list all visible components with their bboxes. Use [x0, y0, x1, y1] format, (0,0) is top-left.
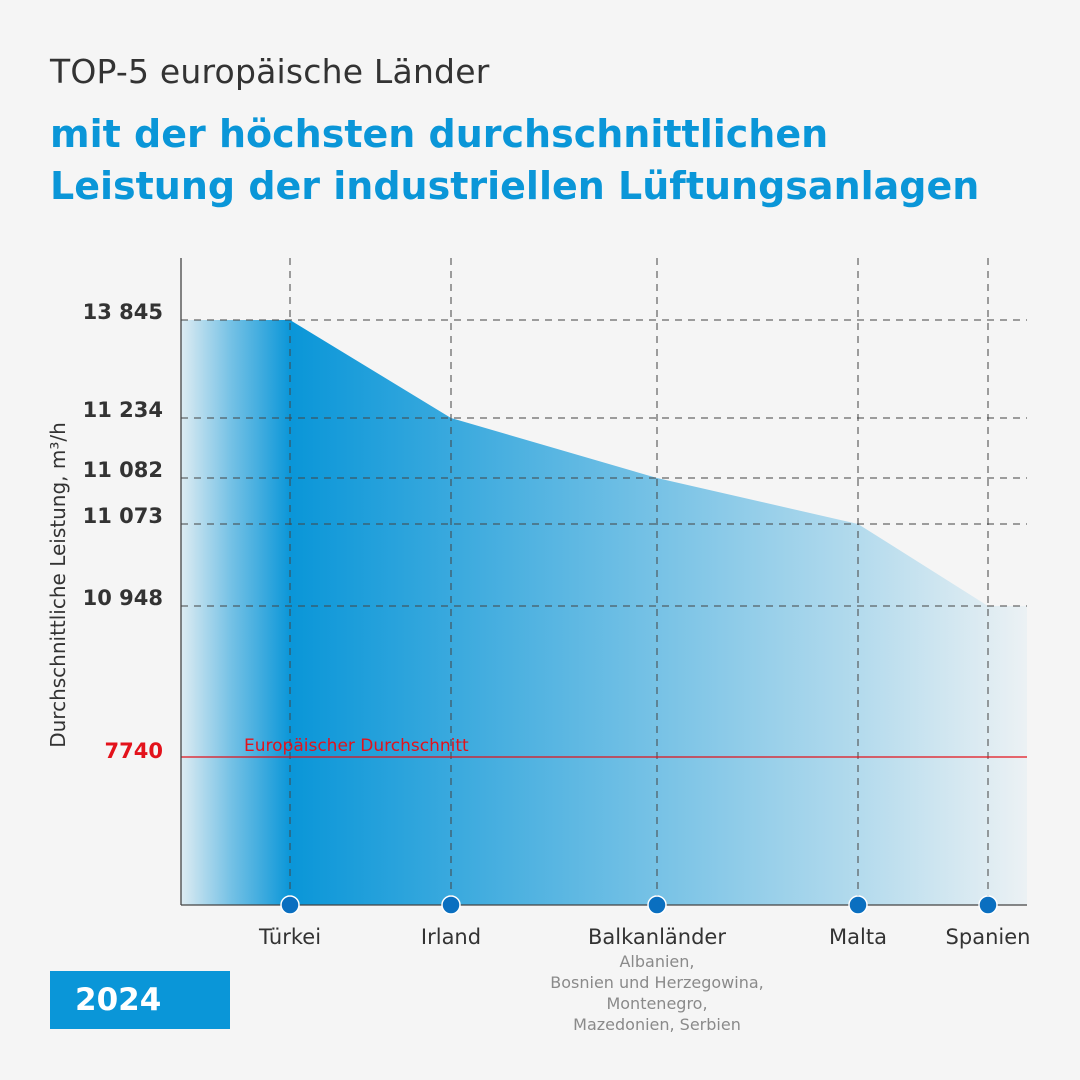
data-point	[978, 895, 998, 915]
data-point	[280, 895, 300, 915]
data-point	[441, 895, 461, 915]
y-tick-label: 11 073	[83, 504, 163, 528]
data-point	[848, 895, 868, 915]
chart-subtitle-line-2: Leistung der industriellen Lüftungsanlag…	[50, 164, 980, 208]
y-tick-label-average: 7740	[105, 739, 163, 763]
x-tick-label: Malta	[829, 925, 887, 949]
series-area	[181, 320, 1027, 905]
x-tick-sublabel: Albanien, Bosnien und Herzegowina, Montene…	[550, 952, 763, 1034]
chart-subtitle-line-1: mit der höchsten durchschnittlichen	[50, 112, 829, 156]
x-tick-label: Spanien	[946, 925, 1031, 949]
chart-subtitle: mit der höchsten durchschnittlichen Leis…	[50, 108, 1050, 212]
x-tick-label: Türkei	[258, 925, 321, 949]
data-point	[647, 895, 667, 915]
x-tick-label: Irland	[421, 925, 481, 949]
y-tick-label: 10 948	[83, 586, 163, 610]
year-badge: 2024	[50, 971, 230, 1029]
y-tick-label: 11 082	[83, 458, 163, 482]
x-tick-label: Balkanländer	[588, 925, 726, 949]
chart-title: TOP-5 europäische Länder	[50, 52, 490, 91]
y-tick-label: 13 845	[83, 300, 163, 324]
average-line-label: Europäischer Durchschnitt	[244, 736, 469, 756]
y-tick-label: 11 234	[83, 398, 163, 422]
